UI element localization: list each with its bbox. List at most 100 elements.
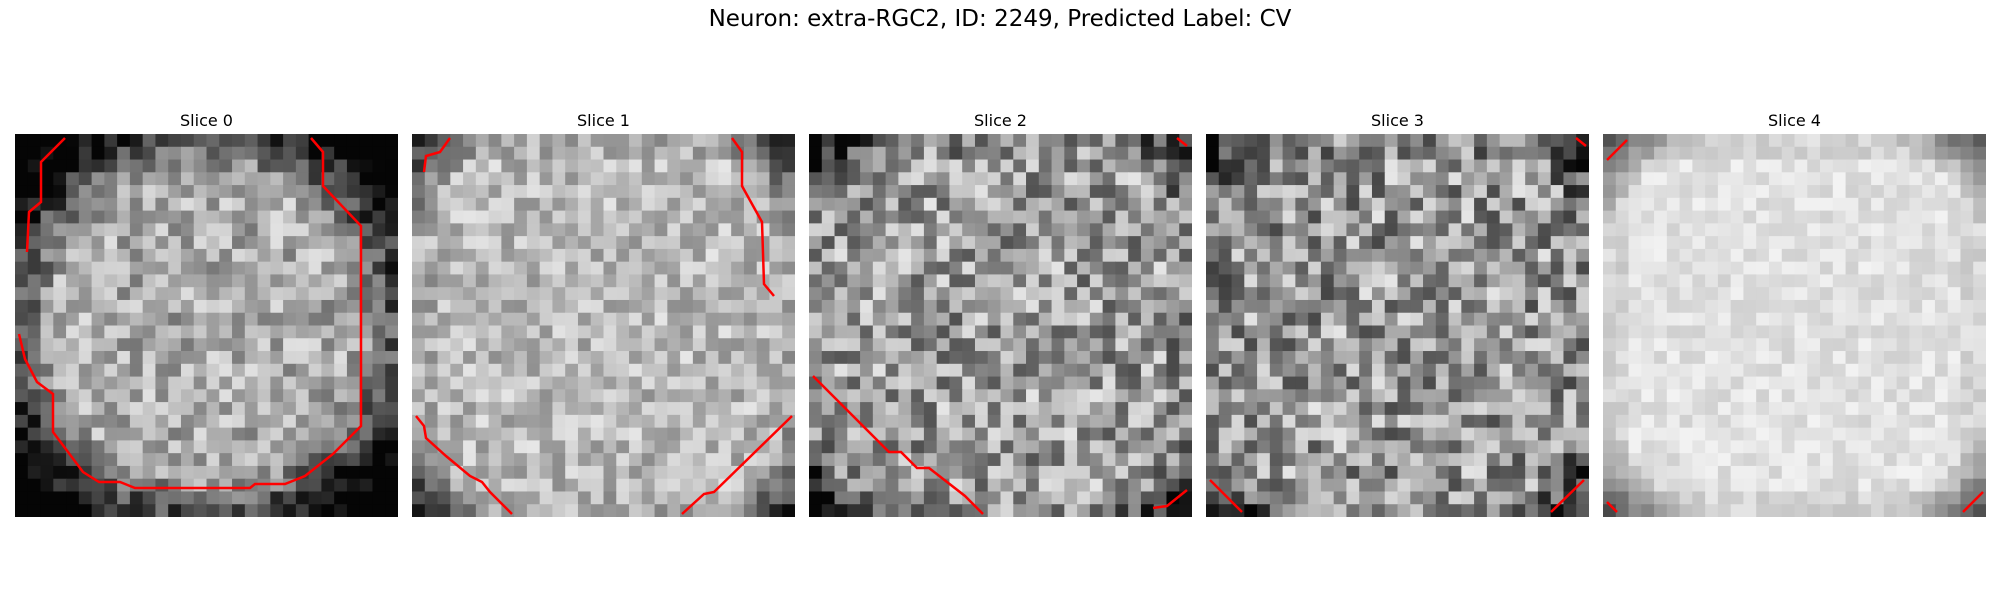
pixel (834, 210, 848, 224)
pixel (821, 338, 836, 352)
pixel (641, 453, 656, 467)
pixel (603, 248, 617, 263)
pixel (1179, 299, 1192, 314)
pixel (1679, 363, 1693, 378)
pixel (450, 389, 464, 403)
pixel (821, 299, 836, 314)
pixel (1832, 453, 1847, 467)
pixel (53, 197, 67, 212)
pixel (552, 134, 566, 148)
pixel (872, 504, 887, 517)
pixel (885, 312, 899, 327)
pixel (412, 146, 426, 161)
pixel (104, 325, 118, 339)
pixel (463, 478, 477, 493)
pixel (539, 491, 554, 505)
pixel (78, 504, 93, 517)
pixel (654, 274, 668, 288)
pixel (936, 402, 951, 416)
pixel (1730, 299, 1745, 314)
pixel (1000, 453, 1014, 467)
pixel (359, 236, 374, 250)
pixel (1359, 338, 1373, 352)
pixel (1768, 491, 1783, 505)
pixel (359, 465, 374, 480)
pixel (1397, 465, 1411, 480)
pixel (1359, 299, 1373, 314)
pixel (1089, 172, 1104, 186)
pixel (539, 440, 554, 454)
pixel (1692, 299, 1706, 314)
pixel (372, 376, 386, 390)
pixel (1140, 427, 1155, 441)
pixel (692, 389, 707, 403)
pixel (1102, 325, 1116, 339)
pixel (1140, 134, 1155, 148)
pixel (334, 389, 348, 403)
pixel (1781, 134, 1796, 148)
pixel (1320, 465, 1335, 480)
pixel (1384, 134, 1399, 148)
pixel (1244, 363, 1258, 378)
pixel (1628, 185, 1642, 199)
pixel (1692, 478, 1706, 493)
pixel (1397, 185, 1411, 199)
pixel (1628, 134, 1642, 148)
pixel (911, 159, 925, 173)
pixel (1820, 287, 1834, 301)
pixel (346, 146, 361, 161)
pixel (667, 172, 681, 186)
pixel (1922, 146, 1936, 161)
pixel (872, 236, 887, 250)
pixel (1871, 248, 1885, 263)
pixel (1499, 504, 1513, 517)
pixel (1423, 351, 1437, 365)
pixel (1820, 172, 1834, 186)
pixel (334, 478, 348, 493)
pixel (1807, 146, 1821, 161)
pixel (756, 197, 771, 212)
pixel (1909, 261, 1923, 276)
pixel (962, 427, 976, 441)
pixel (15, 223, 29, 237)
pixel (526, 325, 541, 339)
pixel (1756, 389, 1770, 403)
pixel (1896, 351, 1910, 365)
pixel (526, 159, 541, 173)
pixel (412, 134, 426, 148)
pixel (346, 338, 361, 352)
pixel (1832, 389, 1847, 403)
pixel (1333, 274, 1348, 288)
pixel (1153, 427, 1168, 441)
pixel (936, 453, 951, 467)
pixel (1231, 287, 1245, 301)
pixel (295, 440, 310, 454)
pixel (232, 274, 246, 288)
pixel (1333, 338, 1348, 352)
pixel (1140, 504, 1155, 517)
pixel (270, 223, 284, 237)
pixel (1896, 414, 1910, 429)
pixel (1102, 376, 1116, 390)
pixel (372, 287, 386, 301)
pixel (1435, 414, 1450, 429)
pixel (206, 376, 220, 390)
pixel (1499, 197, 1513, 212)
pixel (1576, 146, 1589, 161)
pixel (949, 146, 963, 161)
pixel (616, 376, 630, 390)
pixel (847, 236, 861, 250)
pixel (295, 287, 310, 301)
pixel (1934, 299, 1949, 314)
pixel (885, 210, 899, 224)
pixel (1320, 389, 1335, 403)
pixel (1206, 414, 1220, 429)
pixel (1934, 440, 1949, 454)
pixel (1794, 146, 1808, 161)
pixel (1858, 363, 1872, 378)
pixel (66, 134, 80, 148)
pixel (1525, 427, 1539, 441)
pixel (974, 504, 989, 517)
pixel (334, 274, 348, 288)
pixel (936, 465, 951, 480)
